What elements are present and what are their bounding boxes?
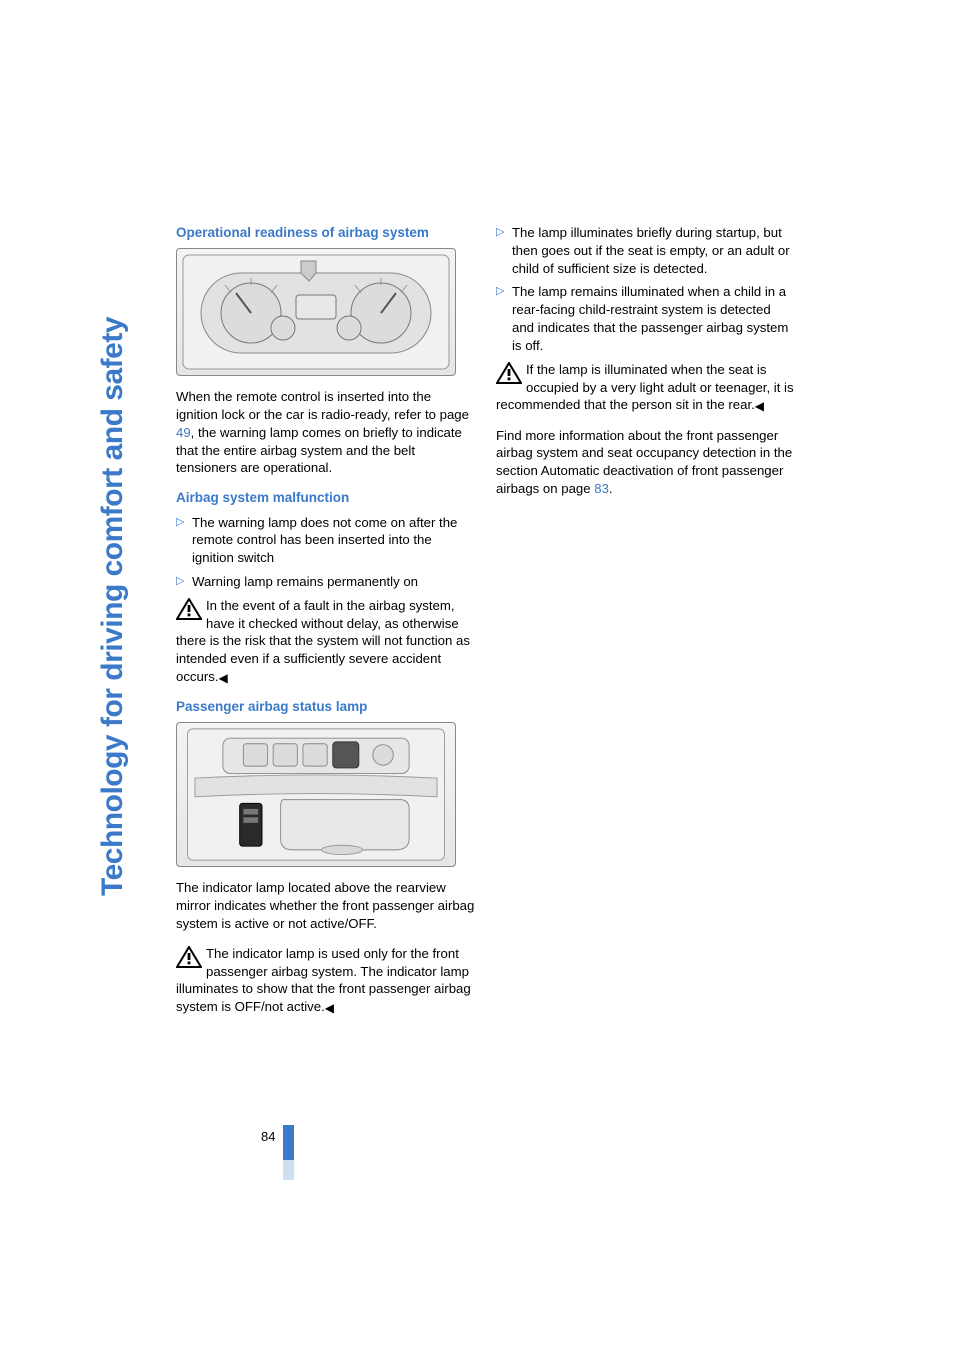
heading-airbag-malfunction: Airbag system malfunction bbox=[176, 489, 476, 507]
warning-indicator-use: The indicator lamp is used only for the … bbox=[176, 945, 476, 1017]
mirror-illustration bbox=[181, 727, 451, 862]
triangle-bullet-icon: ▷ bbox=[496, 283, 512, 354]
warning-icon bbox=[176, 946, 202, 968]
bullet-lamp-startup: ▷ The lamp illuminates briefly during st… bbox=[496, 224, 796, 277]
page-link-49[interactable]: 49 bbox=[176, 425, 191, 440]
bullet-lamp-child: ▷ The lamp remains illuminated when a ch… bbox=[496, 283, 796, 354]
paragraph-more-info: Find more information about the front pa… bbox=[496, 427, 796, 498]
warning-icon bbox=[176, 598, 202, 620]
heading-passenger-status-lamp: Passenger airbag status lamp bbox=[176, 698, 476, 716]
triangle-bullet-icon: ▷ bbox=[176, 514, 192, 567]
triangle-bullet-icon: ▷ bbox=[496, 224, 512, 277]
side-tab-title: Technology for driving comfort and safet… bbox=[96, 226, 130, 896]
paragraph-remote-control: When the remote control is inserted into… bbox=[176, 388, 476, 477]
page-marker-bar bbox=[283, 1125, 294, 1160]
dashboard-illustration bbox=[181, 253, 451, 371]
page-number: 84 bbox=[261, 1129, 275, 1144]
warning-fault: In the event of a fault in the airbag sy… bbox=[176, 597, 476, 686]
page-link-83[interactable]: 83 bbox=[594, 481, 609, 496]
bullet-warning-permanent: ▷ Warning lamp remains permanently on bbox=[176, 573, 476, 591]
triangle-bullet-icon: ▷ bbox=[176, 573, 192, 591]
warning-light-adult: If the lamp is illuminated when the seat… bbox=[496, 361, 796, 415]
warning-icon bbox=[496, 362, 522, 384]
figure-dashboard bbox=[176, 248, 456, 376]
figure-mirror-console bbox=[176, 722, 456, 867]
paragraph-indicator-location: The indicator lamp located above the rea… bbox=[176, 879, 476, 932]
heading-operational-readiness: Operational readiness of airbag system bbox=[176, 224, 476, 242]
bullet-warning-not-on: ▷ The warning lamp does not come on afte… bbox=[176, 514, 476, 567]
